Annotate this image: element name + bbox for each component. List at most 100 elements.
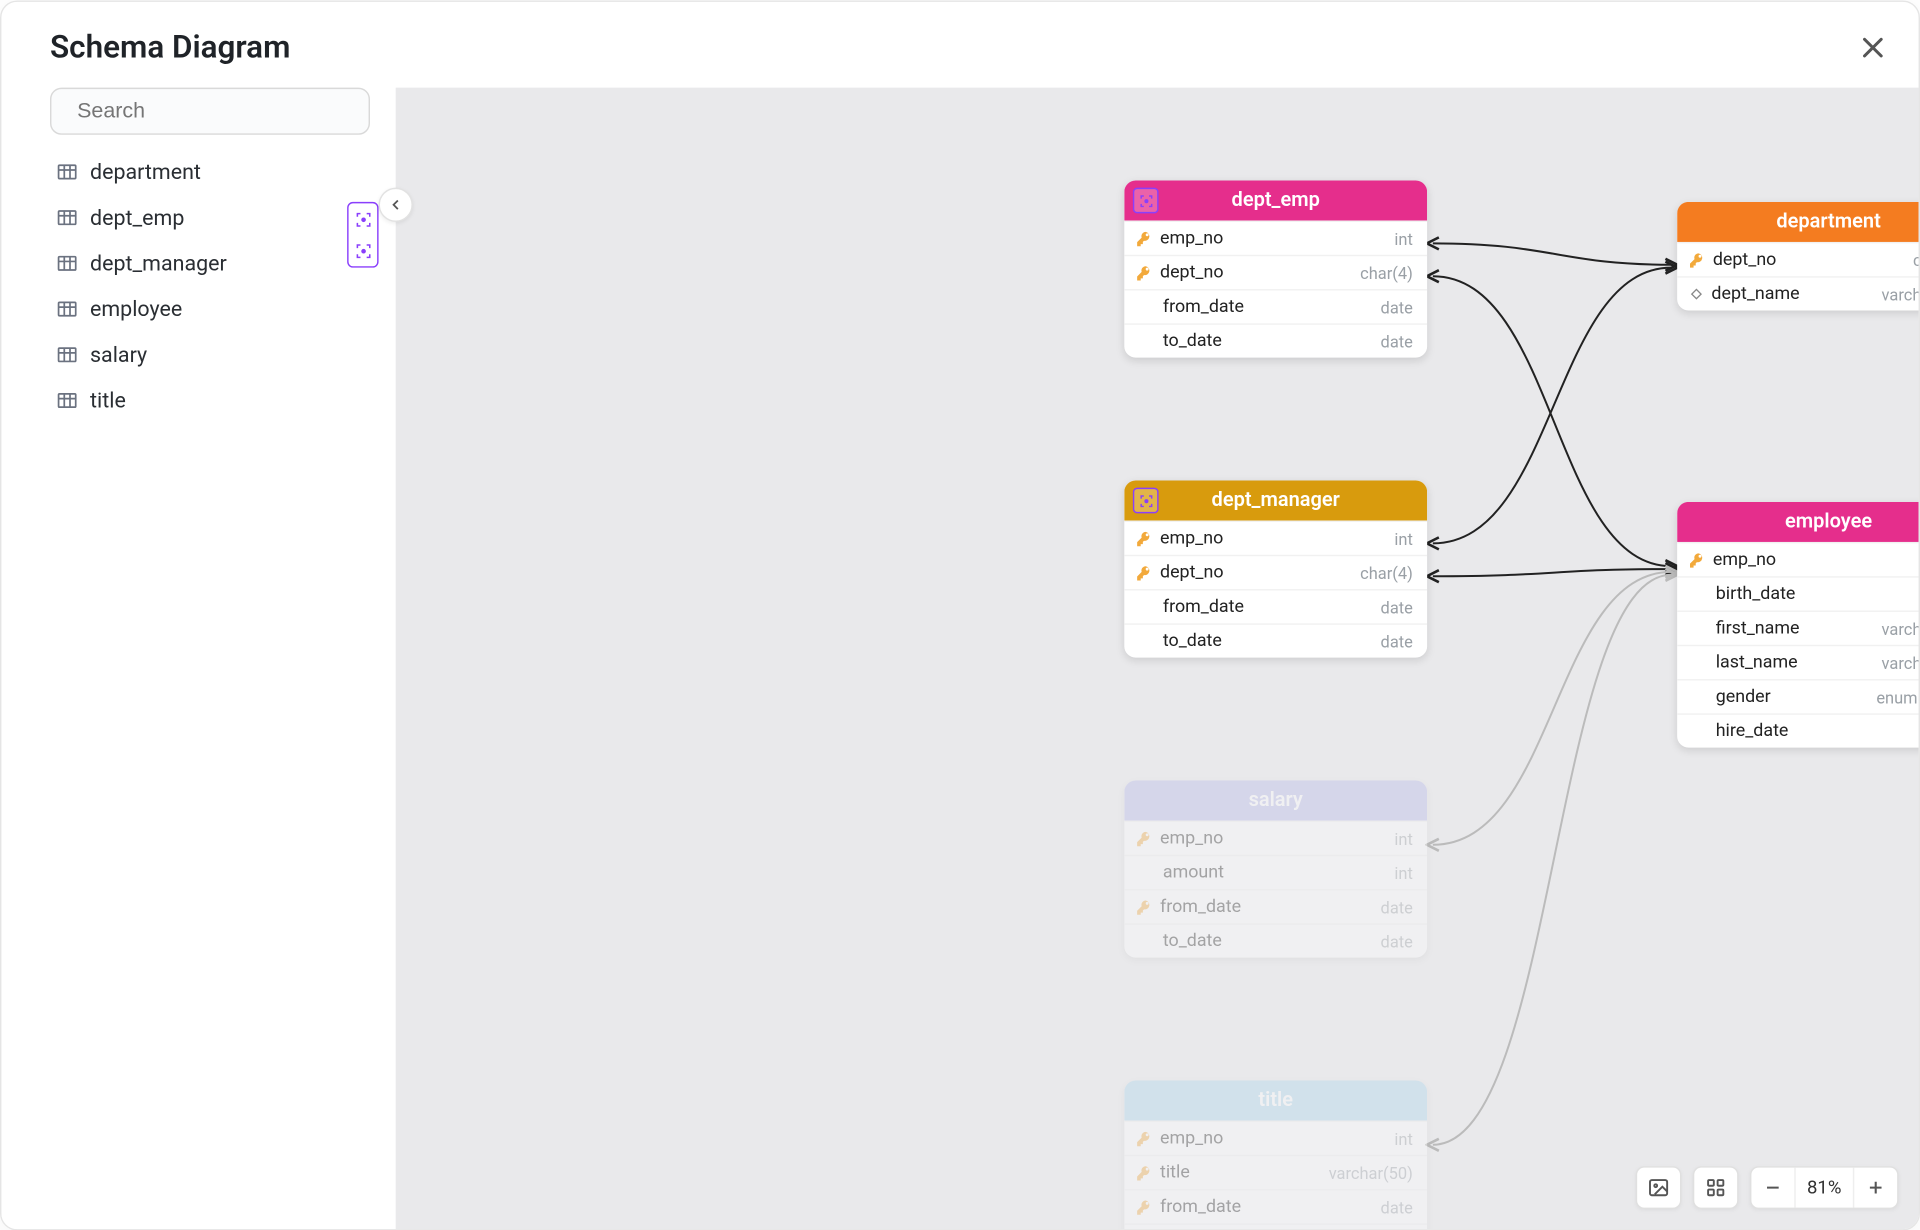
zoom-in-button[interactable] [1854,1167,1897,1207]
table-header[interactable]: employee [1677,501,1918,541]
column-row[interactable]: amount int [1124,854,1427,888]
column-name: emp_no [1160,827,1223,848]
table-header[interactable]: title [1124,1080,1427,1120]
column-row[interactable]: birth_datedate [1677,576,1918,610]
sidebar-collapse-button[interactable] [379,187,413,221]
close-icon [1859,33,1888,62]
column-row[interactable]: emp_noint [1124,520,1427,554]
table-header[interactable]: dept_emp [1124,180,1427,220]
column-row[interactable]: from_datedate [1124,289,1427,323]
zoom-out-button[interactable] [1751,1167,1794,1207]
table-node-title[interactable]: titleemp_nointtitlevarchar(50) from_date d… [1124,1080,1427,1229]
table-node-salary[interactable]: salaryemp_nointamountintfrom_datedateto_… [1124,780,1427,957]
column-row[interactable]: to_datedate [1124,623,1427,657]
table-header[interactable]: dept_manager [1124,480,1427,520]
table-icon [56,389,79,412]
sidebar-item-label: title [90,387,126,413]
column-name: from_date [1163,296,1244,317]
column-type: varchar(40) [1882,284,1919,304]
column-type: date [1381,1196,1413,1216]
key-icon [1136,529,1153,546]
column-name: dept_no [1160,561,1224,582]
column-row[interactable]: from_datedate [1124,589,1427,623]
column-name: hire_date [1716,720,1789,741]
sidebar-item-label: dept_manager [90,250,227,276]
table-node-dept_manager[interactable]: dept_manager emp_noint dept_no char(4) from_… [1124,480,1427,657]
table-header[interactable]: salary [1124,780,1427,820]
column-row[interactable]: emp_noint [1677,541,1918,575]
minus-icon [1763,1177,1783,1197]
focus-icon[interactable] [349,234,378,265]
column-type: varchar(14) [1882,618,1919,638]
relationship-edge [1433,569,1672,576]
key-icon [1136,229,1153,246]
column-name: to_date [1163,930,1222,951]
column-row[interactable]: emp_noint [1124,220,1427,254]
key-icon [1136,898,1153,915]
column-row[interactable]: titlevarchar(50) [1124,1154,1427,1188]
column-row[interactable]: dept_no char(4) [1124,554,1427,588]
table-header[interactable]: department [1677,201,1918,241]
column-row[interactable]: emp_noint [1124,820,1427,854]
relationship-edge [1433,243,1672,264]
focus-icon[interactable] [1133,487,1159,513]
column-row[interactable]: first_name varchar(14) [1677,610,1918,644]
column-name: birth_date [1716,583,1796,604]
relationship-edge [1433,276,1672,566]
column-row[interactable]: hire_datedate [1677,713,1918,747]
column-row[interactable]: to_datedate [1124,1223,1427,1229]
layout-button[interactable] [1694,1167,1737,1207]
column-row[interactable]: dept_no char(4) [1124,254,1427,288]
table-node-employee[interactable]: employeeemp_nointbirth_datedatefirst_nam… [1677,501,1918,747]
table-node-department[interactable]: departmentdept_nochar(4) dept_name varchar… [1677,201,1918,310]
focus-icon[interactable] [349,203,378,234]
diamond-icon [1689,286,1705,302]
image-icon [1647,1176,1670,1199]
export-image-button[interactable] [1637,1167,1680,1207]
sidebar-item-label: salary [90,341,147,367]
column-row[interactable]: from_datedate [1124,889,1427,923]
column-row[interactable]: to_datedate [1124,923,1427,957]
column-name: dept_name [1711,283,1799,304]
column-row[interactable]: dept_nochar(4) [1677,241,1918,275]
column-name: first_name [1716,617,1800,638]
sidebar-item-employee[interactable]: employee [50,286,370,332]
column-type: enum('M','F') [1876,686,1918,706]
focus-badges[interactable] [347,201,378,267]
column-row[interactable]: last_namevarchar(16) [1677,644,1918,678]
search-input[interactable] [77,99,361,123]
column-name: emp_no [1160,527,1223,548]
sidebar-item-dept_emp[interactable]: dept_emp [50,194,370,240]
table-node-dept_emp[interactable]: dept_empemp_noint dept_no char(4) from_date… [1124,180,1427,357]
sidebar-item-department[interactable]: department [50,149,370,195]
column-type: char(4) [1360,562,1413,582]
column-row[interactable]: emp_noint [1124,1120,1427,1154]
column-row[interactable]: dept_name varchar(40) [1677,276,1918,310]
column-type: int [1394,1128,1412,1148]
key-icon [1136,829,1153,846]
table-icon [56,251,79,274]
column-type: char(4) [1360,262,1413,282]
sidebar-item-dept_manager[interactable]: dept_manager [50,240,370,286]
column-row[interactable]: to_datedate [1124,323,1427,357]
table-icon [56,297,79,320]
table-title: salary [1249,789,1303,812]
column-type: int [1394,862,1412,882]
search-input-wrapper[interactable] [50,87,370,134]
sidebar-item-label: department [90,159,201,185]
column-name: dept_no [1160,261,1224,282]
close-button[interactable] [1853,27,1893,67]
relationship-edge [1433,571,1672,844]
focus-icon[interactable] [1133,187,1159,213]
zoom-level[interactable]: 81% [1794,1167,1854,1207]
column-name: from_date [1160,1196,1241,1217]
diagram-canvas[interactable]: 81% dept_empemp_nointdept_nochar(4)from_… [396,87,1919,1228]
column-row[interactable]: from_date date [1124,1189,1427,1223]
column-row[interactable]: genderenum('M','F') [1677,679,1918,713]
plus-icon [1866,1177,1886,1197]
sidebar-item-salary[interactable]: salary [50,331,370,377]
table-title: dept_manager [1212,489,1340,512]
sidebar-item-title[interactable]: title [50,377,370,423]
schema-diagram-modal: Schema Diagram departmentdept_empdept_ma… [0,0,1920,1230]
column-name: amount [1163,861,1224,882]
